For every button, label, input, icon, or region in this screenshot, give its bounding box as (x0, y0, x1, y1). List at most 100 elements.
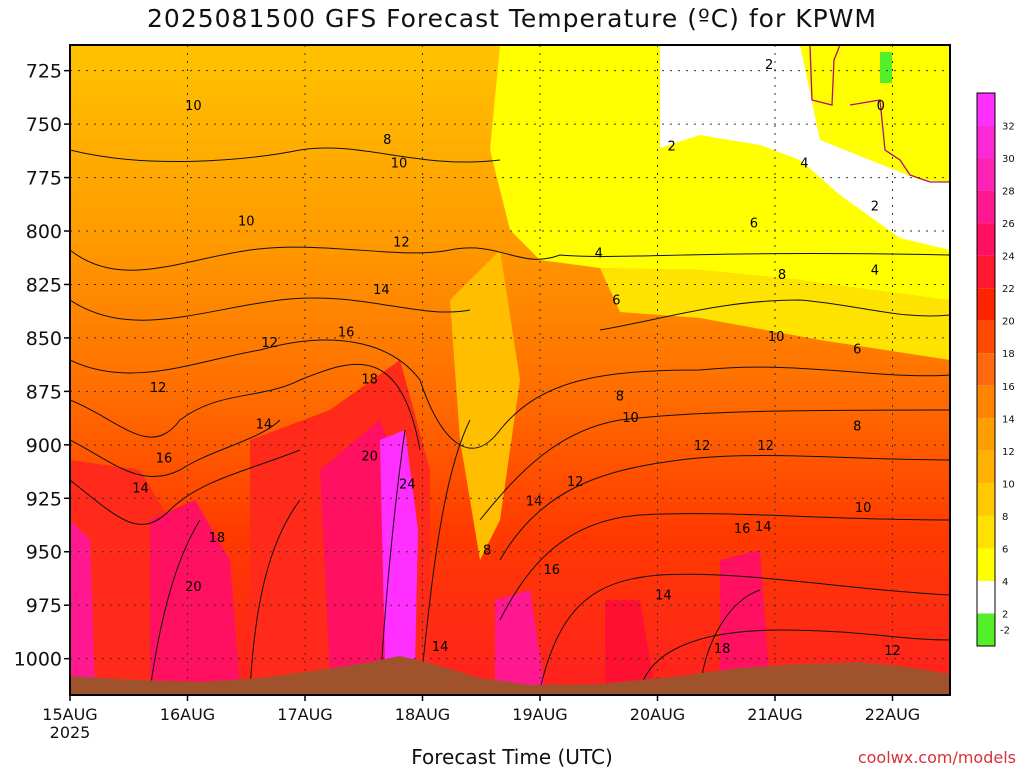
warm-core-day1b (150, 500, 240, 690)
green-cold-region (880, 52, 892, 83)
contour-label: 24 (399, 477, 416, 492)
contour-label: 14 (132, 482, 149, 497)
colorbar-swatch (977, 385, 995, 419)
contour-label: 16 (156, 452, 173, 467)
y-tick-label: 975 (26, 595, 62, 617)
y-tick-label: 925 (26, 488, 62, 510)
contour-label: 6 (612, 293, 620, 308)
colorbar-swatch (977, 418, 995, 451)
x-tick-label: 17AUG (277, 705, 332, 724)
year-label: 2025 (50, 723, 91, 742)
contour-label: 10 (855, 501, 872, 516)
x-tick-label: 20AUG (630, 705, 685, 724)
y-tick-label: 725 (26, 61, 62, 83)
colorbar-label: 22 (1002, 284, 1015, 295)
contour-label: 20 (361, 450, 378, 465)
temperature-field (70, 45, 950, 695)
y-tick-label: 850 (26, 328, 62, 350)
colorbar-label: 6 (1002, 544, 1008, 555)
contour-label: 14 (432, 640, 449, 655)
colorbar-label: 4 (1002, 577, 1008, 588)
y-axis: 725 750 775 800 825 850 875 900 925 950 975 1000 (14, 61, 70, 671)
colorbar-swatch (977, 255, 995, 289)
contour-label: 2 (871, 199, 879, 214)
colorbar-label: 30 (1002, 154, 1015, 165)
contour-label: 2 (667, 139, 675, 154)
contour-label: 12 (884, 644, 901, 659)
terrain (70, 656, 950, 695)
contour-label: 14 (655, 589, 672, 604)
contour-label: 14 (256, 417, 273, 432)
colorbar-frame (976, 92, 996, 647)
contour-label: 10 (185, 99, 202, 114)
warm-core-day6 (720, 550, 770, 690)
contour-label: 10 (622, 411, 639, 426)
contour-label: 16 (338, 326, 355, 341)
contour-label: 8 (383, 133, 391, 148)
x-tick-label: 22AUG (865, 705, 920, 724)
colorbar-swatch (977, 125, 995, 159)
contour-label: 12 (694, 439, 711, 454)
contour-label: 8 (616, 390, 624, 405)
contour-label: 0 (877, 99, 885, 114)
orange-wedge (450, 250, 520, 560)
contour-label: 12 (261, 336, 278, 351)
contour-label: 20 (185, 580, 202, 595)
contour-label: 6 (750, 216, 758, 231)
contour-label: 8 (778, 268, 786, 283)
contour-label: 12 (150, 381, 167, 396)
x-axis-label: Forecast Time (UTC) (411, 745, 613, 769)
colorbar-swatch (977, 580, 995, 614)
x-axis: 15AUG 16AUG 17AUG 18AUG 19AUG 20AUG 21AUG 22AUG… (42, 695, 920, 742)
chart-title: 2025081500 GFS Forecast Temperature (ºC)… (147, 4, 877, 33)
contour-label: 10 (391, 157, 408, 172)
credit-link[interactable]: coolwx.com/models (857, 748, 1016, 767)
colorbar-label: 2 (1002, 609, 1008, 620)
contour-label: 10 (238, 214, 255, 229)
colorbar-label: 32 (1002, 122, 1015, 133)
colorbar-label: 24 (1002, 252, 1015, 263)
contour-label: 8 (483, 544, 491, 559)
contour-label: 4 (871, 264, 879, 279)
y-tick-label: 1000 (14, 649, 62, 671)
contour-label: 14 (526, 494, 543, 509)
frozen-contours (809, 45, 950, 183)
colorbar-swatch (977, 288, 995, 321)
colorbar-swatch (977, 190, 995, 224)
colorbar-swatch (977, 450, 995, 484)
contour-label: 16 (734, 522, 751, 537)
yellow-cool-region (490, 45, 950, 300)
contour-label: 4 (800, 157, 808, 172)
contour-label: 14 (373, 283, 390, 298)
x-tick-label: 21AUG (747, 705, 802, 724)
y-tick-label: 800 (26, 221, 62, 243)
grid-lines (69, 45, 950, 695)
y-tick-label: 825 (26, 274, 62, 296)
y-tick-label: 750 (26, 114, 62, 136)
contour-label: 16 (543, 563, 560, 578)
colorbar-label: -2 (1000, 626, 1010, 637)
colorbar-swatch (977, 223, 995, 256)
y-tick-label: 950 (26, 542, 62, 564)
colorbar-label: 10 (1002, 479, 1015, 490)
x-tick-label: 18AUG (395, 705, 450, 724)
contour-label: 12 (757, 439, 774, 454)
contour-label: 18 (714, 642, 731, 657)
colorbar-label: 14 (1002, 414, 1015, 425)
y-tick-label: 775 (26, 168, 62, 190)
colorbar-swatch (977, 548, 995, 581)
colorbar-label: 16 (1002, 382, 1015, 393)
hot-core-day1 (70, 520, 95, 690)
colorbar-label: 20 (1002, 317, 1015, 328)
contour-label: 18 (209, 531, 226, 546)
y-tick-label: 875 (26, 381, 62, 403)
colorbar-label: 12 (1002, 447, 1015, 458)
contour-label: 10 (768, 330, 785, 345)
colorbar-label: 28 (1002, 187, 1015, 198)
colorbar-label: 26 (1002, 219, 1015, 230)
colorbar-swatch (977, 483, 995, 516)
colorbar-swatch (977, 613, 995, 646)
